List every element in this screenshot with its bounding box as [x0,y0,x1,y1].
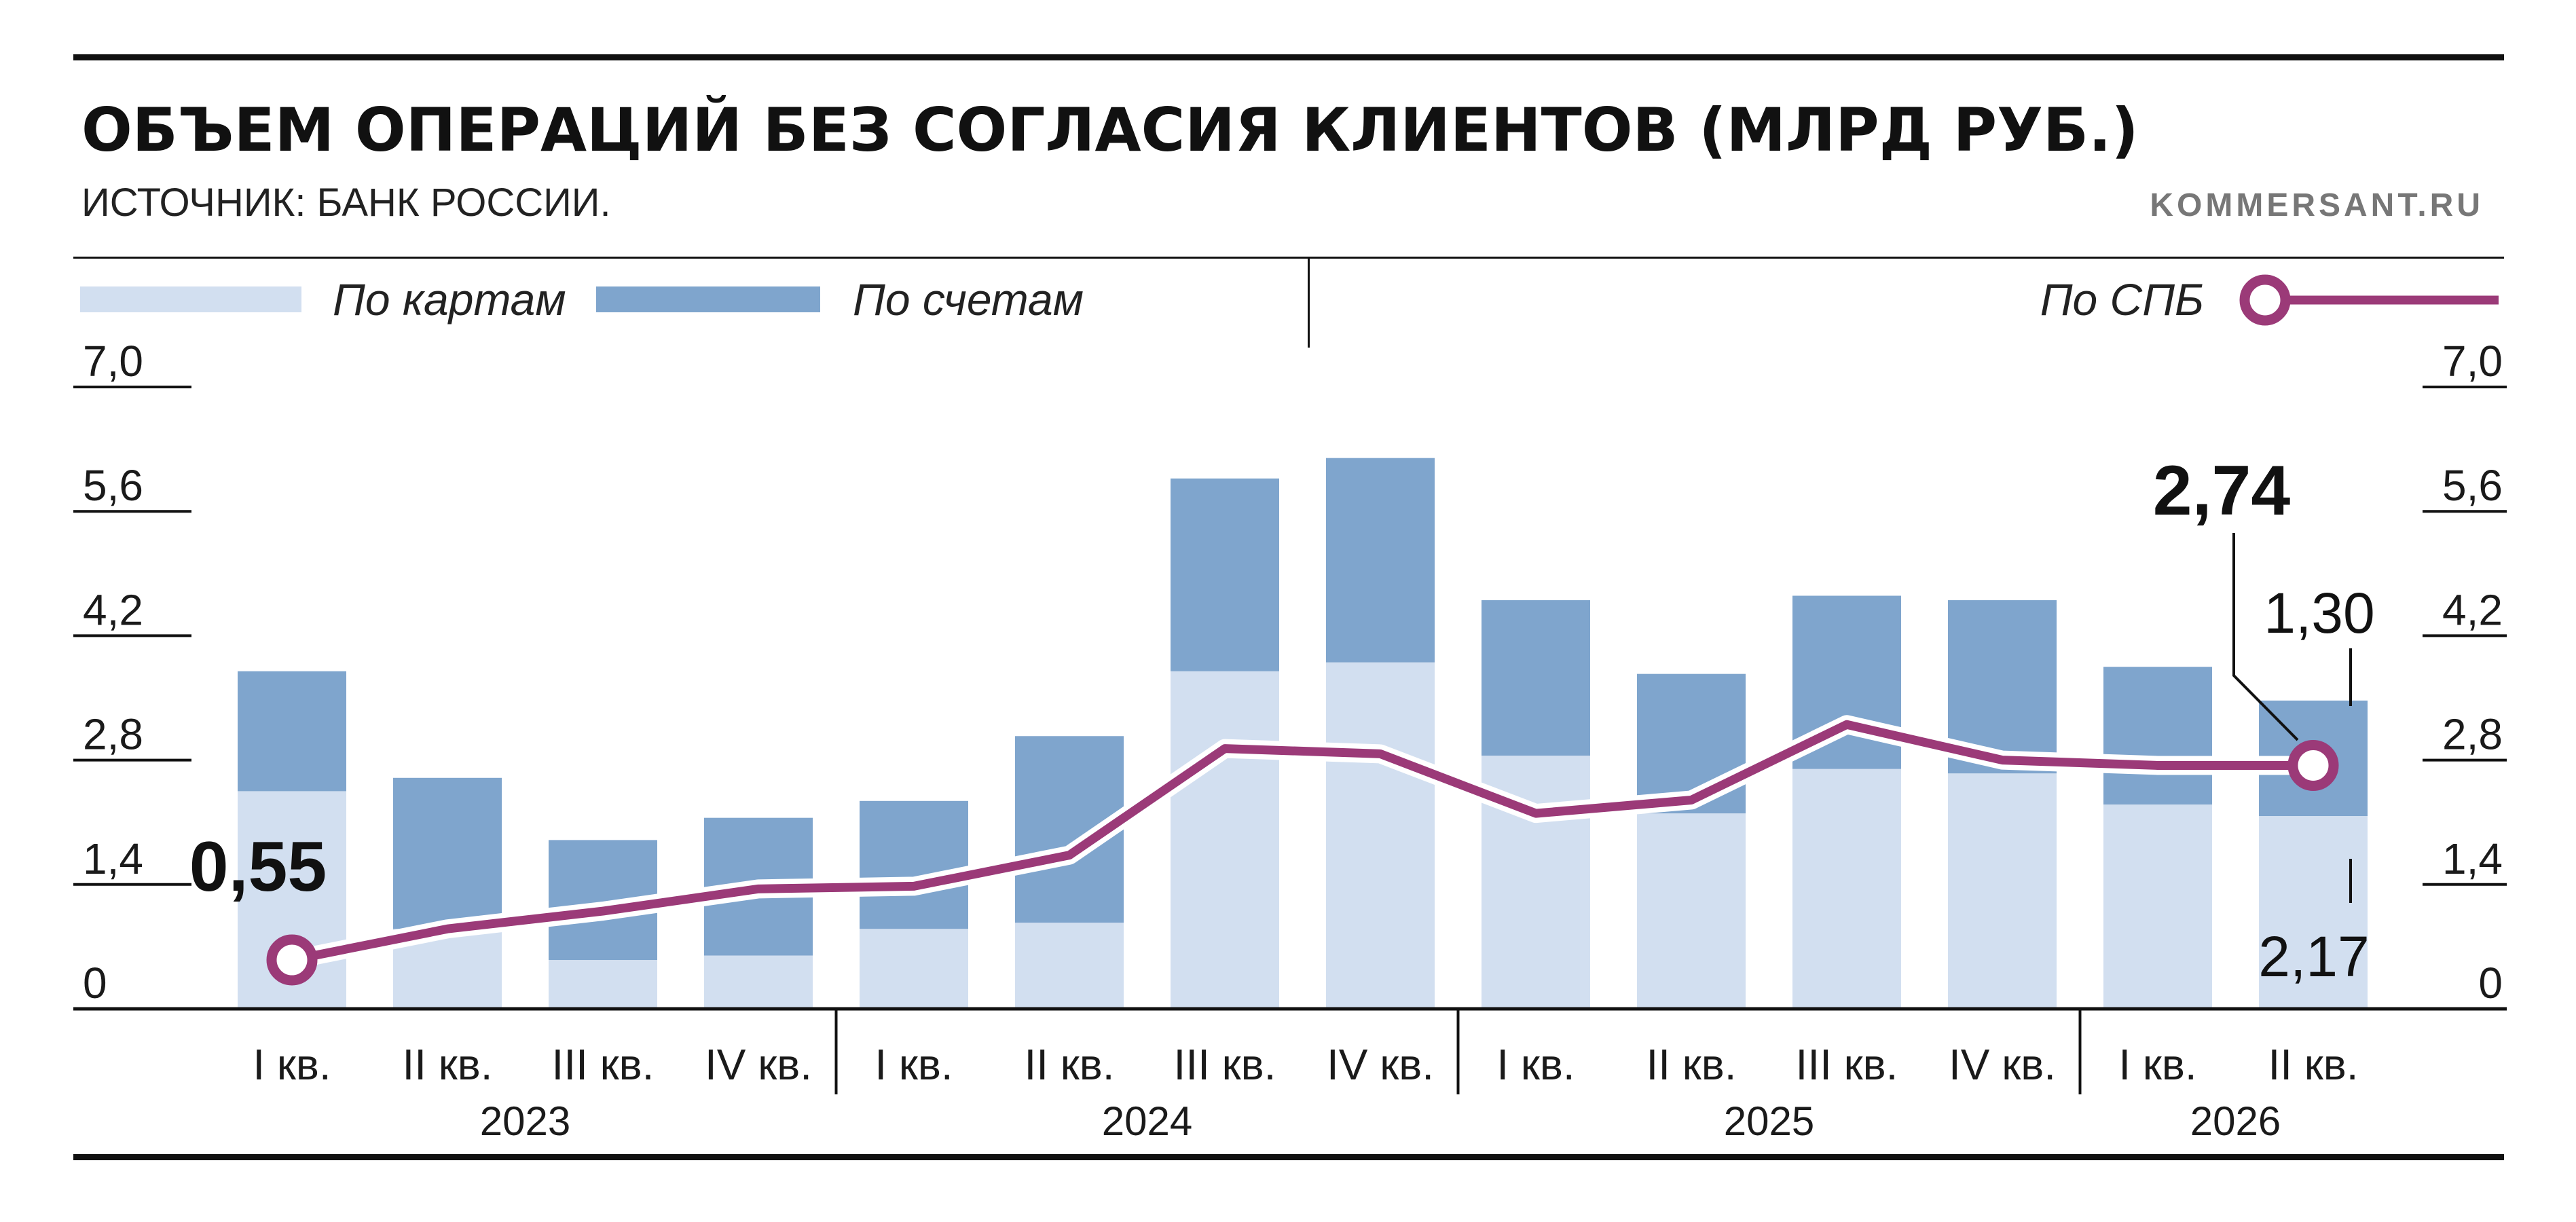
site-label: KOMMERSANT.RU [2150,187,2484,223]
bar-accounts [1482,600,1590,756]
y-tick-label-left: 1,4 [83,834,143,883]
annotation-accounts-last: 1,30 [2264,581,2375,645]
year-label: 2026 [2190,1098,2281,1144]
x-tick-label: II кв. [402,1040,492,1089]
bottom-rule [73,1154,2504,1160]
bar-accounts [393,777,502,929]
spb-line [287,720,2318,965]
bar-cards [860,929,968,1009]
bar-cards [2103,804,2212,1009]
y-tick-label-left: 0 [83,959,107,1007]
bar-cards [549,960,657,1009]
year-label: 2023 [480,1098,570,1144]
header-rule [73,257,2504,259]
annotation-spb-last: 2,74 [2153,451,2291,530]
x-tick-label: II кв. [1646,1040,1736,1089]
y-tick-label-right: 4,2 [2442,585,2503,634]
y-tick-label-left: 4,2 [83,585,143,634]
y-tick-label-right: 5,6 [2442,461,2503,510]
x-tick-label: IV кв. [1327,1040,1434,1089]
x-tick-label: I кв. [253,1040,331,1089]
x-tick-label: II кв. [1024,1040,1114,1089]
annotation-cards-last: 2,17 [2258,925,2370,988]
annotation-spb-first: 0,55 [189,828,327,906]
x-tick-label: I кв. [1496,1040,1575,1089]
x-tick-label: IV кв. [705,1040,812,1089]
y-tick-label-left: 7,0 [83,337,143,386]
chart-source: ИСТОЧНИК: БАНК РОССИИ. [81,181,611,225]
x-tick-label: I кв. [875,1040,953,1089]
bar-accounts [238,671,346,792]
bar-cards [1015,923,1124,1009]
x-tick-label: IV кв. [1949,1040,2056,1089]
legend-swatch-cards [80,286,301,312]
bar-cards [1637,813,1746,1009]
legend-divider [1308,258,1310,348]
bar-accounts [860,800,968,929]
spb-point-last [2287,739,2339,791]
y-tick-label-left: 2,8 [83,710,143,759]
bar-cards [2259,816,2368,1009]
x-tick-label: I кв. [2118,1040,2196,1089]
y-tick-label-right: 7,0 [2442,337,2503,386]
x-tick-label: III кв. [1796,1040,1898,1089]
legend-label-spb: По СПБ [2040,274,2204,325]
year-label: 2025 [1724,1098,1814,1144]
y-tick-label-left: 5,6 [83,461,143,510]
bar-accounts [2103,667,2212,805]
x-tick-label: III кв. [1174,1040,1276,1089]
y-tick-label-right: 2,8 [2442,710,2503,759]
bar-accounts [1326,458,1435,663]
bar-cards [1326,662,1435,1009]
bar-cards [1171,671,1279,1009]
chart-title: ОБЪЕМ ОПЕРАЦИЙ БЕЗ СОГЛАСИЯ КЛИЕНТОВ (МЛ… [81,95,2139,165]
annotation-leader-spb [2232,533,2299,741]
legend-marker-spb [2239,274,2291,326]
x-tick-label: II кв. [2268,1040,2358,1089]
bar-cards [1792,769,1901,1009]
legend-label-cards: По картам [333,274,566,325]
legend-label-accounts: По счетам [853,274,1084,325]
spb-point-first [266,934,318,986]
year-label: 2024 [1102,1098,1192,1144]
x-tick-label: III кв. [552,1040,655,1089]
y-tick-label-right: 0 [2478,959,2503,1007]
legend-swatch-accounts [596,286,820,312]
bar-cards [1948,773,2057,1009]
bar-cards [704,955,813,1009]
y-tick-label-right: 1,4 [2442,834,2503,883]
top-rule [73,54,2504,60]
bar-accounts [1171,478,1279,671]
